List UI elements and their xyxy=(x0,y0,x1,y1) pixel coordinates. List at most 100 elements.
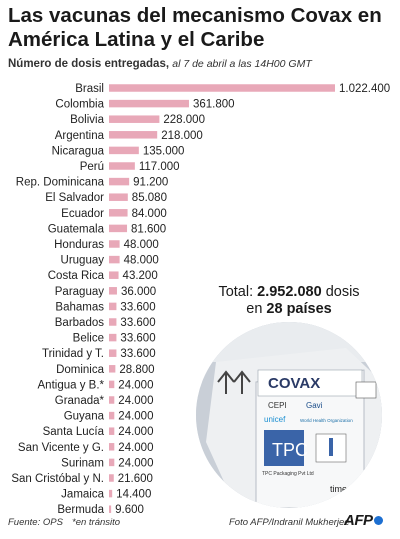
bar xyxy=(109,489,113,498)
category-label: Perú xyxy=(80,161,104,173)
category-label: San Vicente y G. xyxy=(18,442,104,454)
chart-subtitle: Número de dosis entregadas, al 7 de abri… xyxy=(8,58,398,70)
value-label: 84.000 xyxy=(132,208,167,220)
bar xyxy=(109,162,135,170)
value-label: 24.000 xyxy=(118,426,153,438)
total-prefix: Total: xyxy=(218,284,254,300)
value-label: 33.600 xyxy=(120,348,155,360)
photo-label-3: World Health Organization xyxy=(300,418,353,423)
photo-label-0: CEPI xyxy=(268,401,287,410)
chart-title: Las vacunas del mecanismo Covax en Améri… xyxy=(8,4,382,51)
bar xyxy=(109,240,120,248)
value-label: 33.600 xyxy=(120,333,155,345)
footer-photo-credit: Foto AFP/Indranil Mukherjee xyxy=(229,517,350,528)
category-label: Paraguay xyxy=(55,286,104,298)
bar xyxy=(109,505,112,513)
photo-label-1: Gavi xyxy=(306,401,323,410)
category-label: San Cristóbal y N. xyxy=(11,473,104,485)
category-label: Barbados xyxy=(55,317,104,329)
category-label: Brasil xyxy=(75,83,104,95)
bar xyxy=(109,302,117,311)
value-label: 33.600 xyxy=(120,317,155,329)
category-label: Guatemala xyxy=(48,223,105,235)
subtitle-lead: Número de dosis entregadas, xyxy=(8,58,170,70)
category-label: Surinam xyxy=(61,457,104,469)
bar xyxy=(109,427,115,435)
category-label: Costa Rica xyxy=(48,270,105,282)
bar-chart: Brasil 1.022.400 Colombia 361.800 Bolivia 228… xyxy=(11,83,390,516)
bar xyxy=(109,396,115,404)
bar xyxy=(109,177,130,186)
vaccine-box-photo: COVAX CEPI Gavi unicef World Health Orga… xyxy=(196,322,382,508)
bar xyxy=(109,443,115,451)
category-label: Colombia xyxy=(55,99,104,111)
bar xyxy=(109,474,114,482)
value-label: 135.000 xyxy=(143,145,185,157)
bar xyxy=(109,146,139,155)
bar xyxy=(109,84,335,92)
category-label: Uruguay xyxy=(61,255,105,267)
value-label: 21.600 xyxy=(118,473,153,485)
bar xyxy=(109,115,160,123)
bar xyxy=(109,365,116,373)
bar xyxy=(109,99,189,108)
value-label: 43.200 xyxy=(123,270,158,282)
value-label: 81.600 xyxy=(131,223,166,235)
bar xyxy=(109,193,128,201)
footer-source: Fuente: OPS xyxy=(8,517,63,528)
bar xyxy=(109,411,115,420)
category-label: Dominica xyxy=(56,364,105,376)
value-label: 28.800 xyxy=(119,364,154,376)
category-label: Granada* xyxy=(55,395,105,407)
value-label: 36.000 xyxy=(121,286,156,298)
value-label: 48.000 xyxy=(124,255,159,267)
value-label: 24.000 xyxy=(118,411,153,423)
value-label: 48.000 xyxy=(124,239,159,251)
value-label: 1.022.400 xyxy=(339,83,390,95)
category-label: Nicaragua xyxy=(52,145,105,157)
photo-label-2: unicef xyxy=(264,415,286,424)
total-countries: 28 países xyxy=(266,301,332,317)
category-label: Argentina xyxy=(55,130,105,142)
arrows-up-icon xyxy=(217,370,251,394)
value-label: 24.000 xyxy=(118,457,153,469)
value-label: 24.000 xyxy=(118,379,153,391)
value-label: 117.000 xyxy=(139,161,180,173)
category-label: El Salvador xyxy=(45,192,104,204)
tpc-logo-icon: TPC xyxy=(272,440,308,460)
photo-brand: COVAX xyxy=(268,375,320,392)
value-label: 228.000 xyxy=(163,114,205,126)
bar xyxy=(109,209,128,217)
value-label: 218.000 xyxy=(161,130,203,142)
bar xyxy=(109,333,117,342)
category-label: Bermuda xyxy=(57,504,104,516)
category-label: Antigua y B.* xyxy=(38,379,105,391)
value-label: 33.600 xyxy=(120,301,155,313)
category-label: Trinidad y T. xyxy=(42,348,104,360)
bar xyxy=(109,271,119,279)
value-label: 85.080 xyxy=(132,192,167,204)
category-label: Santa Lucía xyxy=(43,426,105,438)
subtitle-note: al 7 de abril a las 14H00 GMT xyxy=(172,58,312,70)
bar xyxy=(109,255,120,264)
category-label: Bolivia xyxy=(70,114,104,126)
value-label: 14.400 xyxy=(116,489,151,501)
total-unit: dosis xyxy=(325,284,360,300)
bar xyxy=(109,318,117,326)
category-label: Jamaica xyxy=(61,489,104,501)
value-label: 91.200 xyxy=(133,177,168,189)
bar xyxy=(109,380,115,389)
category-label: Bahamas xyxy=(55,301,104,313)
total-connector: en xyxy=(246,301,263,317)
total-value: 2.952.080 xyxy=(257,284,322,300)
bar xyxy=(109,458,115,467)
value-label: 9.600 xyxy=(115,504,144,516)
value-label: 361.800 xyxy=(193,99,235,111)
value-label: 24.000 xyxy=(118,442,153,454)
bar xyxy=(109,224,128,233)
category-label: Guyana xyxy=(64,411,105,423)
total-summary: Total: 2.952.080 dosis en 28 países xyxy=(196,284,382,318)
bar xyxy=(109,349,117,357)
footer-transit-note: *en tránsito xyxy=(72,517,121,528)
category-label: Ecuador xyxy=(61,208,104,220)
